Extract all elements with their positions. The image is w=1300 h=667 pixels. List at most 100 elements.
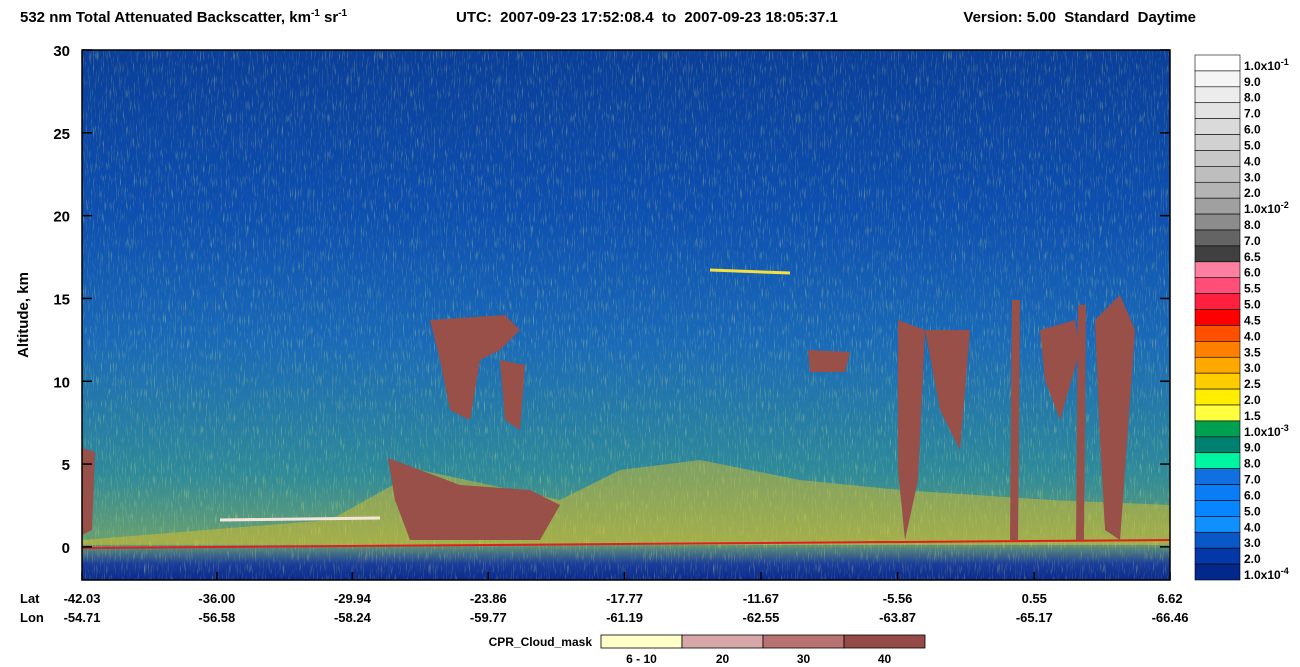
colorbar-segment (1194, 70, 1241, 88)
colorbar-label: 7.0 (1244, 234, 1261, 248)
colorbar-label: 7.0 (1244, 107, 1261, 121)
colorbar-label-text: 8.0 (1244, 91, 1261, 105)
colorbar-label: 9.0 (1244, 75, 1261, 89)
colorbar-label-text: 1.0x10 (1244, 59, 1281, 73)
colorbar-segment (1194, 484, 1241, 501)
lat-tick-label: -11.67 (743, 591, 779, 606)
colorbar-label: 2.0 (1244, 186, 1261, 200)
colorbar-segment (1194, 516, 1241, 533)
lon-tick-label: -61.19 (606, 610, 643, 625)
colorbar-label: 1.5 (1244, 409, 1261, 423)
colorbar-label-text: 2.0 (1244, 393, 1261, 407)
colorbar-segment (1194, 213, 1241, 231)
colorbar-label-text: 1.0x10 (1244, 202, 1281, 216)
colorbar-segment (1194, 229, 1241, 247)
cloud-mask-swatch (681, 634, 764, 649)
colorbar-label: 4.5 (1244, 313, 1261, 327)
lat-tick-label: -5.56 (883, 591, 913, 606)
colorbar-label: 5.0 (1244, 504, 1261, 518)
y-tick-label: 15 (53, 291, 70, 308)
colorbar-label-text: 3.5 (1244, 345, 1261, 359)
y-tick-label: 30 (53, 43, 70, 60)
colorbar-label: 2.5 (1244, 377, 1261, 391)
colorbar-label: 3.5 (1244, 345, 1261, 359)
cloud-mask-swatch (843, 634, 926, 649)
colorbar-segment (1194, 468, 1241, 485)
colorbar-label-text: 4.5 (1244, 313, 1261, 327)
colorbar-label: 2.0 (1244, 552, 1261, 566)
colorbar-segment (1194, 86, 1241, 104)
lon-tick-label: -56.58 (198, 610, 235, 625)
colorbar-label-text: 7.0 (1244, 107, 1261, 121)
colorbar-label: 6.0 (1244, 123, 1261, 137)
colorbar-label-text: 5.0 (1244, 138, 1261, 152)
colorbar-segment (1194, 420, 1241, 438)
colorbar-segment (1194, 404, 1241, 422)
colorbar-segment (1194, 277, 1241, 294)
colorbar-label-exp: -4 (1281, 566, 1289, 576)
colorbar-segment (1194, 563, 1241, 581)
colorbar-segment (1194, 372, 1241, 390)
colorbar-label-text: 5.0 (1244, 298, 1261, 312)
lon-tick-label: -65.17 (1016, 610, 1053, 625)
colorbar-segment (1194, 166, 1241, 183)
colorbar-segment (1194, 54, 1241, 72)
colorbar-label: 1.0x10-1 (1244, 57, 1289, 73)
colorbar-label-text: 1.5 (1244, 409, 1261, 423)
colorbar-label: 5.5 (1244, 282, 1261, 296)
colorbar-label-text: 9.0 (1244, 75, 1261, 89)
lat-tick-label: -42.03 (64, 591, 101, 606)
colorbar-label: 3.0 (1244, 361, 1261, 375)
lat-tick-label: -17.77 (606, 591, 643, 606)
colorbar-segment (1194, 547, 1241, 565)
colorbar-label-text: 4.0 (1244, 520, 1261, 534)
colorbar-label-text: 5.0 (1244, 504, 1261, 518)
colorbar-label-text: 9.0 (1244, 441, 1261, 455)
colorbar-label: 1.0x10-2 (1244, 200, 1289, 216)
colorbar-label-text: 7.0 (1244, 234, 1261, 248)
y-axis-label: Altitude, km (15, 272, 32, 358)
colorbar-label-exp: -1 (1281, 57, 1289, 67)
lat-label: Lat (20, 591, 40, 606)
colorbar-label-text: 6.5 (1244, 250, 1261, 264)
plot-frame (81, 49, 1171, 581)
cloud-mask-label: 20 (716, 652, 730, 666)
y-tick-label: 20 (53, 209, 70, 226)
colorbar-segment (1194, 531, 1241, 549)
colorbar-label: 5.0 (1244, 298, 1261, 312)
colorbar-segment (1194, 181, 1241, 199)
colorbar-label-text: 8.0 (1244, 218, 1261, 232)
colorbar-segment (1194, 118, 1241, 135)
colorbar-segment (1194, 388, 1241, 406)
y-tick-label: 5 (62, 457, 70, 474)
colorbar-segment (1194, 261, 1241, 279)
lon-tick-label: -63.87 (879, 610, 916, 625)
colorbar-label: 4.0 (1244, 329, 1261, 343)
lat-tick-label: -23.86 (470, 591, 507, 606)
cloud-mask-label: 40 (878, 652, 892, 666)
colorbar-segment (1194, 325, 1241, 342)
colorbar-label: 4.0 (1244, 520, 1261, 534)
backscatter-field (82, 50, 1170, 580)
colorbar-label-text: 2.0 (1244, 186, 1261, 200)
colorbar-label-text: 6.0 (1244, 123, 1261, 137)
colorbar-segment (1194, 102, 1241, 119)
lat-tick-label: -36.00 (198, 591, 235, 606)
colorbar-segment (1194, 356, 1241, 374)
colorbar-label-exp: -2 (1281, 200, 1289, 210)
colorbar-label: 3.0 (1244, 170, 1261, 184)
colorbar-label-text: 5.5 (1244, 282, 1261, 296)
colorbar-label: 1.0x10-3 (1244, 423, 1289, 439)
cloud-mask-label: 6 - 10 (626, 652, 657, 666)
colorbar-segment (1194, 245, 1241, 263)
colorbar-label: 6.0 (1244, 266, 1261, 280)
colorbar-segment (1194, 309, 1241, 326)
y-tick-label: 10 (53, 374, 70, 391)
colorbar-segment (1194, 341, 1241, 358)
colorbar-label-text: 6.0 (1244, 488, 1261, 502)
lat-tick-label: -29.94 (334, 591, 372, 606)
colorbar-label: 7.0 (1244, 473, 1261, 487)
colorbar-label: 2.0 (1244, 393, 1261, 407)
chart-title: 532 nm Total Attenuated Backscatter, km-… (20, 8, 348, 26)
